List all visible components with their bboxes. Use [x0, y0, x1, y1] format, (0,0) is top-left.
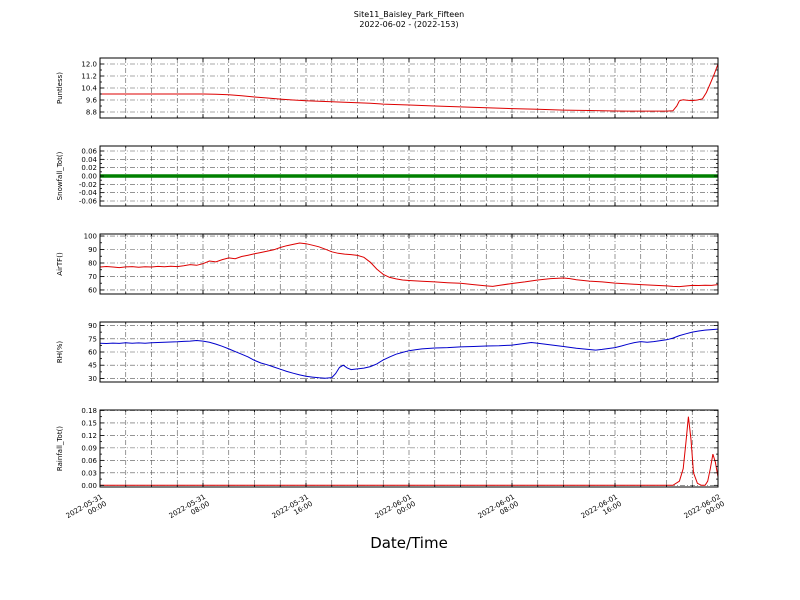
- y-tick-label: 100: [84, 233, 97, 241]
- panel-puntless: 8.8 9.6 10.4 11.2 12.0 Puntless): [56, 57, 719, 119]
- y-tick-label: 0.15: [81, 419, 97, 427]
- x-tick-labels-group: 2022-05-3100:00 2022-05-3108:00 2022-05-31…: [65, 493, 726, 527]
- y-tick-label: 10.4: [81, 85, 97, 93]
- y-tick-label: -0.04: [79, 189, 98, 197]
- y-tick-label: 12.0: [81, 61, 97, 69]
- y-tick-label: 90: [88, 246, 97, 254]
- rainfall-line: [100, 416, 719, 486]
- x-tick-label: 2022-06-0116:00: [580, 493, 623, 527]
- airtf-line: [99, 242, 719, 288]
- y-tick-label: 60: [88, 286, 97, 294]
- y-tick-label: 45: [88, 362, 97, 370]
- y-tick-label: 0.04: [81, 156, 97, 164]
- puntless-line: [100, 63, 719, 112]
- panel-rh: 30 45 60 75 90 RH(%): [56, 321, 719, 383]
- y-tick-label: 30: [88, 375, 97, 383]
- y-tick-label: 0.12: [81, 432, 97, 440]
- panel-rainfall: 0.00 0.03 0.06 0.09 0.12 0.15 0.18 Rainfall_Tot…: [56, 407, 719, 490]
- y-tick-label: 0.03: [81, 469, 97, 477]
- y-tick-label: 0.06: [81, 148, 97, 156]
- y-axis-label-rainfall: Rainfall_Tot(): [56, 426, 64, 471]
- x-tick-label: 2022-05-3100:00: [65, 493, 108, 527]
- y-tick-label: -0.06: [79, 198, 98, 206]
- panel-airtf: 60 70 80 90 100 AirTF(): [56, 233, 719, 295]
- panels-group: 8.8 9.6 10.4 11.2 12.0 Puntless) -0.06-0.04-0.…: [56, 57, 719, 490]
- panel-snowfall: -0.06-0.04-0.020.000.020.040.06 Snowfall_…: [56, 145, 719, 207]
- y-axis-label-puntless: Puntless): [56, 72, 64, 104]
- y-tick-label: 0.09: [81, 444, 97, 452]
- y-axis-label-airtf: AirTF(): [56, 252, 64, 276]
- y-tick-label: 0.18: [81, 407, 97, 415]
- y-tick-label: 8.8: [86, 109, 97, 117]
- y-axis-label-snowfall: Snowfall_Tot(): [56, 151, 64, 200]
- rh-line: [99, 328, 719, 379]
- y-tick-label: 80: [88, 259, 97, 267]
- y-tick-label: 0.06: [81, 457, 97, 465]
- y-tick-label: 0.00: [81, 173, 97, 181]
- y-tick-label: 90: [88, 322, 97, 330]
- chart-title: Site11_Baisley_Park_Fifteen: [354, 10, 464, 19]
- x-tick-label: 2022-06-0100:00: [374, 493, 417, 527]
- y-tick-label: -0.02: [79, 181, 97, 189]
- y-axis-label-rh: RH(%): [56, 341, 64, 364]
- x-tick-label: 2022-06-0200:00: [683, 493, 726, 527]
- y-tick-label: 11.2: [81, 73, 97, 81]
- y-tick-label: 0.00: [81, 482, 97, 490]
- y-tick-label: 70: [88, 273, 97, 281]
- y-tick-label: 75: [88, 335, 97, 343]
- y-tick-label: 60: [88, 349, 97, 357]
- x-tick-label: 2022-05-3108:00: [168, 493, 211, 527]
- chart-subtitle: 2022-06-02 - (2022-153): [359, 20, 458, 29]
- x-axis-label: Date/Time: [370, 534, 448, 552]
- y-tick-label: 9.6: [86, 97, 98, 105]
- x-tick-label: 2022-06-0108:00: [477, 493, 520, 527]
- x-tick-label: 2022-05-3116:00: [271, 493, 314, 527]
- y-tick-label: 0.02: [81, 164, 97, 172]
